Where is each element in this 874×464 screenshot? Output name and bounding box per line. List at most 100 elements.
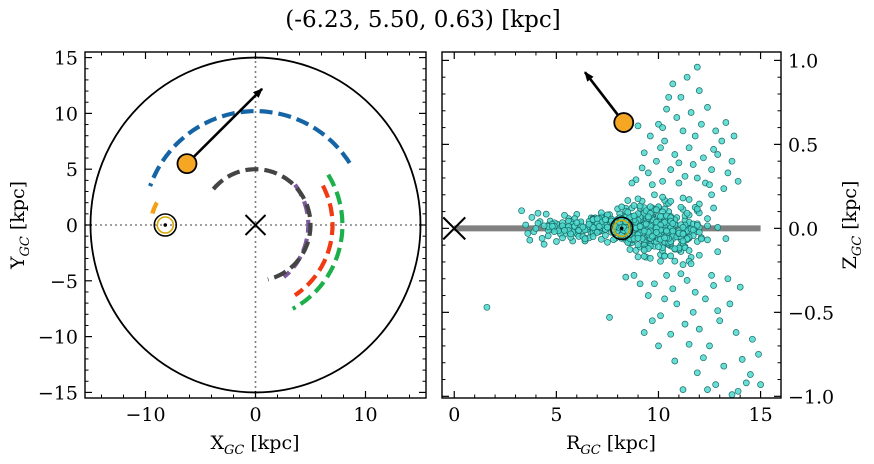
rz-sun-marker-outer [609, 216, 634, 241]
rz-scatter-point [483, 303, 491, 311]
rz-scatter-point [738, 356, 746, 363]
rz-scatter-point [675, 159, 683, 167]
xy-y-tick-label: 0 [66, 215, 78, 237]
rz-scatter-point [687, 109, 695, 116]
rz-scatter-point [695, 87, 703, 94]
rz-scatter-point [540, 222, 548, 230]
rz-scatter-point [644, 169, 652, 177]
rz-scatter-point [661, 252, 668, 260]
rz-scatter-point [602, 216, 609, 223]
rz-scatter-point [671, 245, 679, 253]
rz-scatter-point [628, 179, 636, 187]
rz-scatter-point [679, 127, 687, 135]
rz-scatter-point [606, 314, 613, 321]
rz-scatter-point [667, 197, 675, 205]
rz-scatter-point [704, 386, 711, 393]
rz-scatter-point [622, 273, 630, 281]
xy-sun-marker-outer [153, 213, 178, 237]
rz-scatter-point [567, 230, 575, 238]
rz-scatter-point [689, 161, 697, 168]
rz-scatter-point [657, 212, 664, 220]
rz-scatter-point [667, 166, 675, 173]
rz-scatter-point [665, 93, 673, 101]
rz-scatter-point [604, 223, 611, 231]
rz-scatter-point [659, 124, 666, 131]
rz-x-tick-label: 0 [448, 404, 460, 426]
rz-scatter-point [673, 300, 681, 308]
rz-scatter-point [644, 292, 652, 299]
rz-scatter-point [679, 230, 687, 238]
rz-scatter-point [685, 144, 693, 152]
rz-scatter-point [524, 230, 532, 237]
rz-scatter-point [685, 196, 693, 203]
rz-scatter-point [518, 207, 525, 215]
rz-scatter-point [593, 229, 601, 236]
rz-scatter-point [695, 251, 703, 259]
rz-scatter-point [706, 342, 713, 350]
rz-scatter-point [661, 234, 668, 242]
rz-scatter-point [661, 137, 668, 145]
rz-x-tick-label: 5 [550, 404, 562, 426]
rz-scatter-point [653, 229, 660, 236]
xy-y-tick-label: 10 [54, 103, 78, 125]
rz-scatter-point [640, 329, 648, 336]
rz-scatter-point [677, 203, 685, 211]
rz-plot-frame [441, 51, 782, 399]
rz-scatter-point [646, 132, 654, 140]
rz-scatter-point [659, 193, 666, 201]
rz-scatter-point [700, 154, 707, 162]
rz-scatter-point [722, 235, 730, 242]
rz-scatter-point [630, 272, 638, 279]
rz-scatter-point [693, 174, 701, 182]
xy-y-tick-label: 15 [54, 48, 78, 70]
rz-scatter-point [730, 132, 738, 140]
xy-ticks: −10 0 10 −15 −10 −5 0 5 10 15 [38, 48, 426, 426]
rz-scatter-point [663, 227, 670, 235]
rz-y-tick-label: 0.0 [788, 218, 818, 240]
xy-arm-arc-4 [211, 167, 313, 282]
rz-y-tick-label: −0.5 [788, 302, 834, 324]
rz-scatter-point [749, 335, 756, 343]
xy-sun-marker-dot [163, 223, 168, 227]
rz-scatter-point [691, 288, 699, 296]
rz-scatter-point [671, 257, 679, 265]
rz-scatter-point [679, 386, 687, 393]
rz-scatter-point [644, 213, 652, 221]
rz-y-tick-label: −1.0 [788, 386, 834, 408]
rz-scatter-point [636, 280, 644, 288]
rz-scatter-point [700, 354, 707, 362]
rz-scatter-point [559, 234, 566, 242]
rz-scatter-point [720, 362, 728, 370]
rz-scatter-point [651, 280, 658, 288]
xy-arm-arc-2 [293, 184, 335, 297]
xy-x-axis-label: XGC [kpc] [210, 432, 299, 458]
rz-scatter-point [704, 215, 711, 222]
rz-scatter-point [693, 221, 701, 229]
rz-scatter-point [677, 93, 685, 101]
rz-scatter-point [710, 204, 717, 212]
rz-scatter-point [593, 215, 601, 223]
rz-scatter-point [561, 211, 568, 219]
rz-scatter-point [538, 235, 546, 242]
xy-y-tick-label: −15 [38, 382, 78, 404]
rz-scatter-point [659, 177, 666, 185]
rz-scatter-point [630, 202, 638, 209]
xy-x-tick-label: 0 [249, 404, 261, 426]
rz-scatter-point [693, 63, 701, 71]
rz-scatter-point [732, 329, 740, 336]
xy-x-tick-label: 10 [353, 404, 377, 426]
rz-scatter-point [704, 104, 711, 111]
rz-scatter-point [528, 214, 536, 221]
rz-scatter-point [640, 246, 648, 254]
rz-scatter-point [677, 270, 685, 278]
rz-scatter-point [757, 381, 764, 388]
rz-scatter-point [540, 240, 548, 248]
rz-scatter-point [597, 235, 605, 243]
rz-scatter-point [626, 246, 634, 253]
rz-scatter-point [695, 228, 703, 236]
rz-scatter-point [685, 340, 693, 348]
rz-scatter-point [669, 220, 677, 227]
rz-scatter-point [683, 73, 691, 81]
xy-plot-area [85, 52, 426, 398]
rz-scatter-point [689, 226, 697, 234]
